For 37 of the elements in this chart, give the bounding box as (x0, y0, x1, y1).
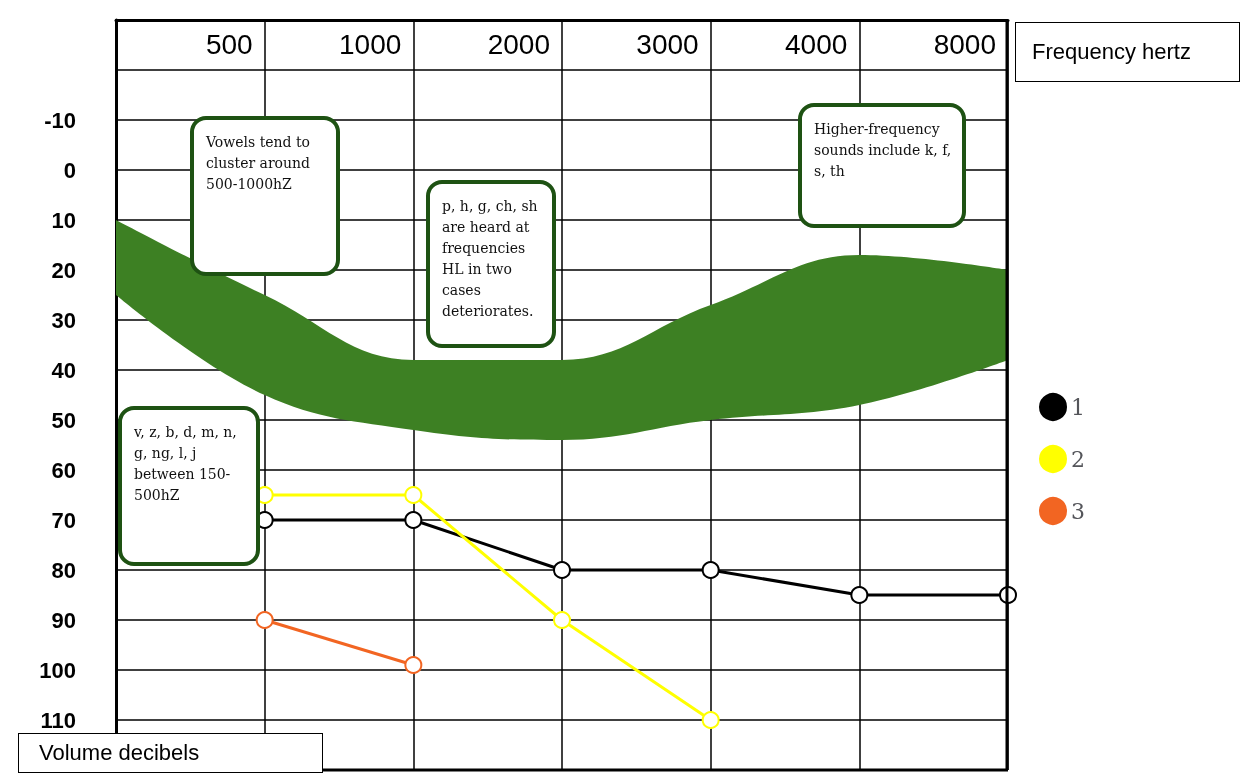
x-tick-label: 8000 (933, 28, 996, 60)
y-tick-label: 40 (51, 357, 76, 383)
x-tick-label: 2000 (487, 28, 550, 60)
y-tick-label: 70 (51, 507, 76, 533)
y-tick-label: 20 (51, 257, 76, 283)
note-box: p, h, g, ch, sh are heard at frequencies HL in two cases deteriorates. (426, 180, 556, 348)
y-tick-label: 0 (63, 157, 76, 183)
x-tick-label: 500 (205, 28, 253, 60)
point (701, 561, 720, 579)
note-box: v, z, b, d, m, n, g, ng, l, j between 150-500hZ (118, 406, 260, 566)
note-box: Vowels tend to cluster around 500-1000hZ (190, 116, 340, 276)
y-tick-label: -10 (44, 107, 76, 133)
legend-label: 1 (1071, 394, 1085, 420)
y-tick-label: 60 (51, 457, 76, 483)
point (404, 511, 423, 529)
point (553, 611, 571, 629)
label-box: Volume decibels (18, 733, 323, 773)
y-tick-label: 110 (40, 707, 76, 733)
y-tick-label: 100 (39, 657, 76, 683)
legend-label: 3 (1071, 498, 1085, 524)
y-tick-label: 90 (51, 607, 76, 633)
point (404, 486, 423, 504)
point (701, 711, 720, 729)
x-tick-label: 1000 (339, 28, 402, 60)
point (850, 586, 869, 604)
legend-label: 2 (1071, 446, 1085, 472)
x-tick-label: 4000 (785, 28, 848, 60)
y-tick-label: 50 (51, 407, 76, 433)
point (404, 656, 423, 674)
note-box: Higher-frequency sounds include k, f, s, th (798, 103, 966, 228)
x-tick-label: 3000 (636, 28, 699, 60)
label-box: Frequency hertz (1015, 22, 1240, 82)
point (553, 561, 571, 579)
y-tick-label: 10 (51, 207, 76, 233)
point (255, 611, 274, 629)
y-tick-label: 80 (51, 557, 76, 583)
y-tick-label: 30 (51, 307, 76, 333)
